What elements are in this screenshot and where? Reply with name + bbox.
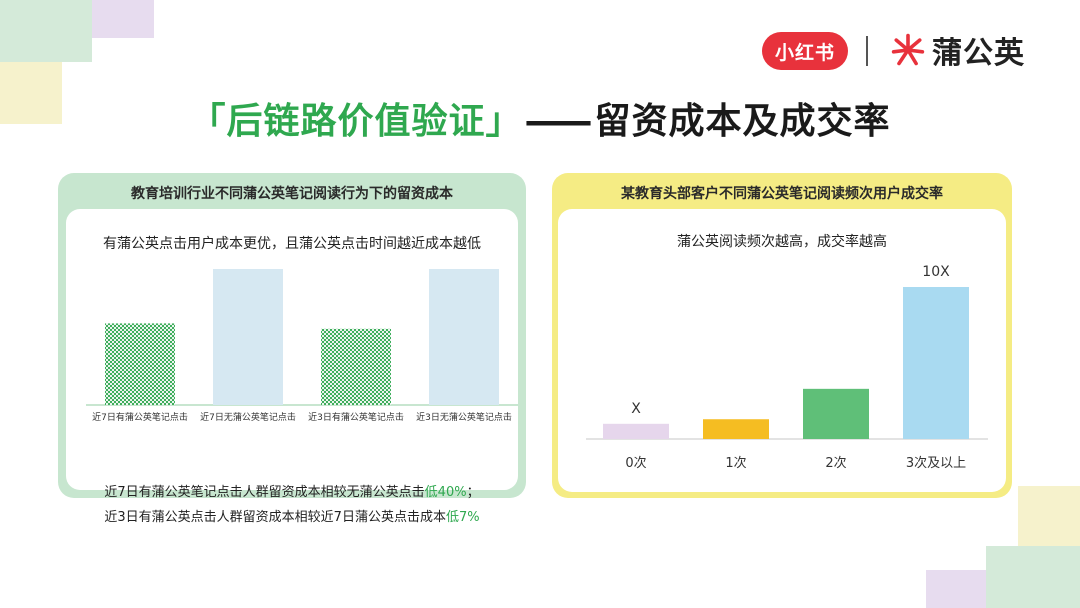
brand-divider <box>866 36 868 66</box>
page-title: 「后链路价值验证」—— 留资成本及成交率 <box>0 92 1080 144</box>
card-header: 教育培训行业不同蒲公英笔记阅读行为下的留资成本 <box>131 186 453 202</box>
chart-note: 近7日有蒲公英笔记点击人群留资成本相较无蒲公英点击低40%； <box>66 481 518 500</box>
chart-subtitle: 有蒲公英点击用户成本更优，且蒲公英点击时间越近成本越低 <box>103 236 481 252</box>
x-tick-label: 3次及以上 <box>906 455 966 471</box>
x-tick-label: 1次 <box>725 455 746 471</box>
x-tick-label: 近3日有蒲公英笔记点击 <box>308 411 404 423</box>
card-body: 蒲公英阅读频次越高，成交率越高 X 0次 1次 2次 10X 3次及以上 <box>558 209 1006 492</box>
note-highlight: 低7% <box>445 510 480 525</box>
decor-block <box>986 546 1080 608</box>
bar <box>321 328 391 405</box>
note-highlight: 低40% <box>424 485 467 500</box>
decor-block <box>1018 486 1080 548</box>
card-header: 某教育头部客户不同蒲公英笔记阅读频次用户成交率 <box>621 186 943 202</box>
note-text: ； <box>466 485 480 500</box>
retention-cost-chart: 近7日有蒲公英笔记点击 近7日无蒲公英笔记点击 近3日有蒲公英笔记点击 近3日无蒲公英… <box>86 269 518 423</box>
decor-block <box>92 0 154 38</box>
note-text: 近7日有蒲公英笔记点击人群留资成本相较无蒲公英点击 <box>104 485 425 500</box>
bar <box>429 269 499 405</box>
bar <box>603 423 669 439</box>
bar <box>903 287 969 439</box>
pugongying-wordmark: 蒲公英 <box>932 36 1025 71</box>
bar <box>105 323 175 405</box>
decor-block <box>0 62 62 124</box>
title-dash: —— <box>524 101 593 142</box>
bar <box>213 269 283 405</box>
data-label: 10X <box>922 264 950 280</box>
x-tick-label: 0次 <box>625 455 646 471</box>
chart-subtitle: 蒲公英阅读频次越高，成交率越高 <box>677 234 887 250</box>
note-text: 近3日有蒲公英点击人群留资成本相较近7日蒲公英点击成本 <box>104 510 446 525</box>
retention-cost-card: 教育培训行业不同蒲公英笔记阅读行为下的留资成本 有蒲公英点击用户成本更优，且蒲公… <box>58 173 526 525</box>
decor-block <box>0 0 92 62</box>
x-tick-label: 近7日有蒲公英笔记点击 <box>92 411 188 423</box>
x-tick-label: 2次 <box>825 455 846 471</box>
xiaohongshu-logo: 小红书 <box>762 32 848 70</box>
data-label: X <box>631 401 641 417</box>
conversion-rate-chart: X 0次 1次 2次 10X 3次及以上 <box>586 264 988 471</box>
bar <box>803 388 869 439</box>
pugongying-logo: 蒲公英 <box>890 30 1025 71</box>
x-tick-label: 近7日无蒲公英笔记点击 <box>200 411 296 423</box>
card-body: 有蒲公英点击用户成本更优，且蒲公英点击时间越近成本越低 近7日有蒲公英笔记点击近… <box>66 209 518 525</box>
decor-block <box>926 570 986 608</box>
dandelion-icon <box>891 33 925 66</box>
bar <box>703 419 769 439</box>
conversion-rate-card: 某教育头部客户不同蒲公英笔记阅读频次用户成交率 蒲公英阅读频次越高，成交率越高 … <box>552 173 1012 498</box>
title-highlight: 「后链路价值验证」 <box>189 101 523 142</box>
x-tick-label: 近3日无蒲公英笔记点击 <box>416 411 512 423</box>
title-rest: 留资成本及成交率 <box>594 101 891 142</box>
chart-note: 近3日有蒲公英点击人群留资成本相较近7日蒲公英点击成本低7% <box>66 506 518 525</box>
